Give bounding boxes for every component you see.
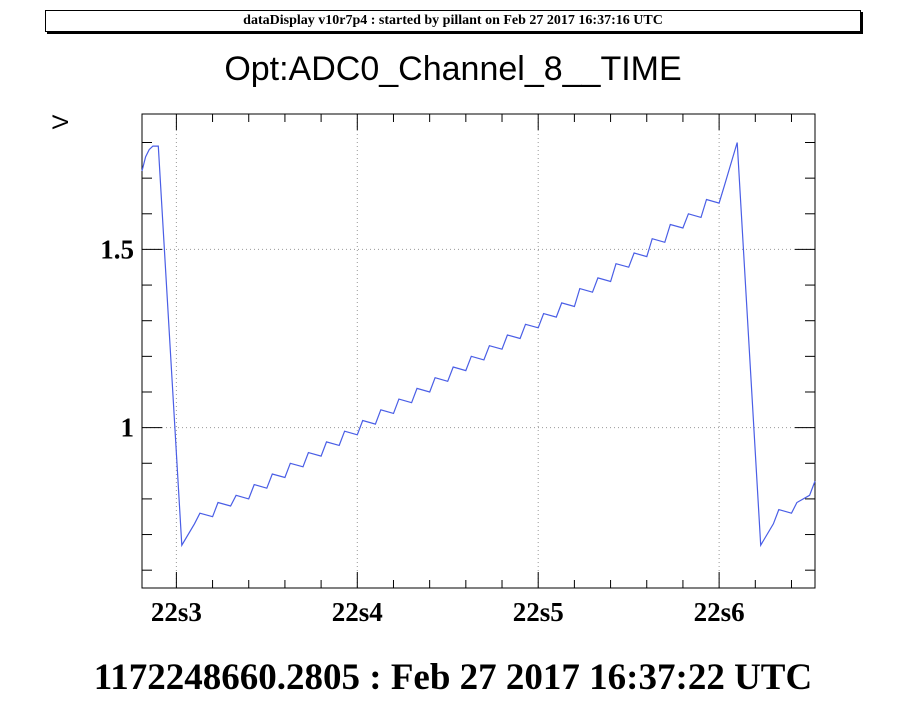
y-tick-label: 1.5 <box>100 234 134 264</box>
timestamp-footer: 1172248660.2805 : Feb 27 2017 16:37:22 U… <box>93 657 813 698</box>
y-axis-label: V <box>48 114 73 129</box>
x-tick-label: 22s6 <box>694 597 745 627</box>
x-tick-label: 22s5 <box>513 597 564 627</box>
chart-title: Opt:ADC0_Channel_8__TIME <box>224 50 682 88</box>
x-tick-label: 22s4 <box>332 597 383 627</box>
series-line <box>141 142 816 548</box>
plot-frame <box>141 113 816 589</box>
header-banner: dataDisplay v10r7p4 : started by pillant… <box>45 10 861 32</box>
y-tick-label: 1 <box>121 413 135 443</box>
axis-ticks <box>142 114 815 588</box>
grid-lines <box>142 114 815 588</box>
x-tick-label: 22s3 <box>151 597 202 627</box>
axis-tick-labels: 22s3 22s4 22s5 22s6 1 1.5 <box>100 234 744 627</box>
